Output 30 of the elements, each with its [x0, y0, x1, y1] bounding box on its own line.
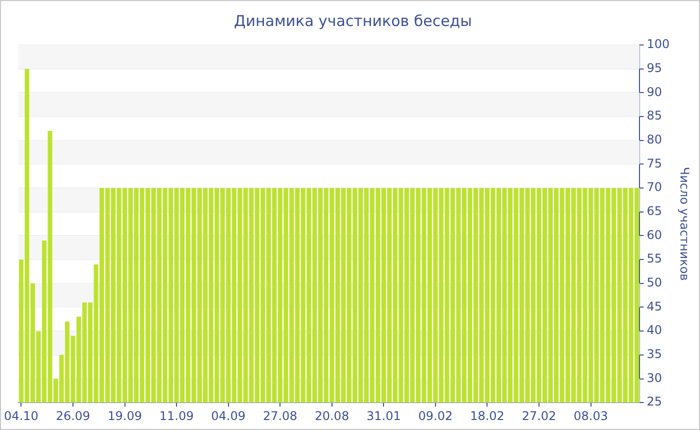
y-tick-label: 40 [646, 323, 662, 338]
y-tick-label: 50 [646, 276, 662, 290]
y-tick-label: 45 [646, 299, 662, 314]
x-tick-label: 20.08 [314, 408, 350, 423]
x-tick-label: 19.09 [108, 408, 142, 423]
x-tick-label: 31.01 [366, 408, 401, 423]
x-tick-label: 09.02 [418, 408, 453, 423]
y-tick-label: 55 [646, 252, 662, 266]
y-tick-label: 95 [646, 60, 662, 75]
y-tick-label: 75 [646, 156, 662, 170]
y-tick-label: 60 [646, 228, 662, 242]
x-tick-label: 04.09 [211, 408, 246, 423]
y-tick-label: 65 [646, 204, 662, 218]
y-tick-label: 70 [646, 180, 662, 194]
x-tick-label: 04.10 [4, 408, 38, 423]
x-tick-label: 08.03 [574, 408, 608, 423]
y-tick-label: 25 [646, 394, 662, 409]
y-tick-label: 80 [646, 132, 662, 146]
y-axis-title: Число участников [678, 166, 692, 281]
y-tick-label: 35 [646, 347, 662, 362]
y-tick-label: 85 [646, 108, 662, 123]
chart-title: Динамика участников беседы [234, 12, 472, 30]
x-tick-label: 27.08 [262, 408, 298, 423]
x-tick-label: 18.02 [470, 408, 504, 423]
y-tick-label: 100 [646, 37, 670, 52]
x-tick-label: 27.02 [522, 408, 556, 423]
y-tick-label: 90 [646, 84, 662, 99]
x-tick-label: 11.09 [159, 408, 194, 423]
y-tick-label: 30 [646, 370, 662, 385]
x-tick-label: 26.09 [56, 408, 90, 423]
